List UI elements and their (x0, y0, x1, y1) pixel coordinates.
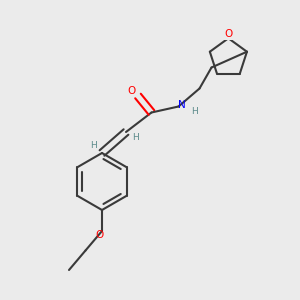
Text: O: O (95, 230, 103, 241)
Text: N: N (178, 100, 185, 110)
Text: H: H (192, 107, 198, 116)
Text: H: H (132, 134, 138, 142)
Text: O: O (128, 86, 136, 97)
Text: O: O (224, 29, 232, 39)
Text: H: H (90, 141, 96, 150)
